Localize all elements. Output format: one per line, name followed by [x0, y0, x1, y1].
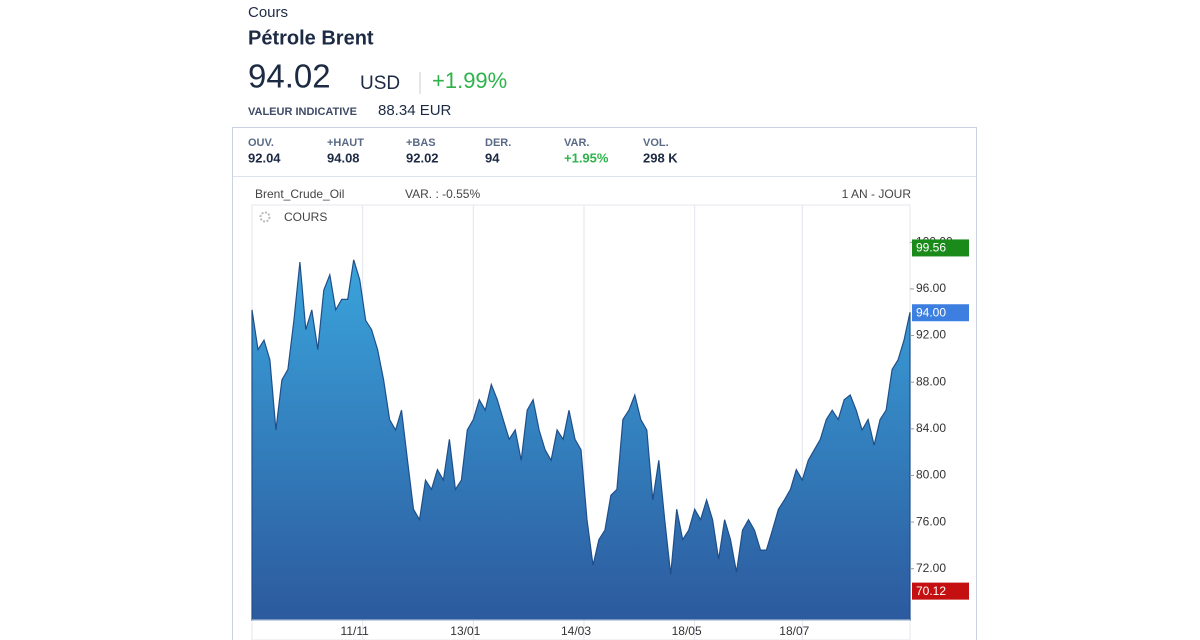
chart-subtitle: VAR. : -0.55%	[405, 187, 480, 201]
currency: USD	[360, 73, 400, 94]
stat-value: 94.08	[327, 150, 360, 165]
y-tick-label: 72.00	[916, 561, 946, 575]
y-tick-label: 96.00	[916, 281, 946, 295]
x-tick-label: 11/11	[341, 624, 370, 638]
y-tick-label: 80.00	[916, 468, 946, 482]
y-tick-label: 88.00	[916, 374, 946, 388]
price: 94.02	[248, 58, 331, 95]
x-tick-label: 18/07	[779, 624, 809, 638]
stat-value: 92.04	[248, 150, 281, 165]
stat-label: VOL.	[643, 137, 669, 149]
chart-title: Brent_Crude_Oil	[255, 187, 344, 201]
category: Cours	[248, 4, 288, 21]
price-badge-label: 94.00	[916, 305, 946, 319]
stat-value: +1.95%	[564, 150, 609, 165]
stat-label: VAR.	[564, 137, 589, 149]
x-tick-label: 14/03	[561, 624, 591, 638]
price-area	[251, 259, 911, 621]
price-badge-label: 70.12	[916, 584, 946, 598]
settings-icon	[259, 211, 271, 223]
stat-label: +HAUT	[327, 137, 364, 149]
price-badge	[912, 239, 969, 257]
y-tick-label: 84.00	[916, 421, 946, 435]
stat-label: DER.	[485, 137, 511, 149]
price-badge	[912, 582, 969, 600]
stat-value: 92.02	[406, 150, 439, 165]
legend-label: COURS	[284, 210, 327, 224]
x-tick-label: 13/01	[450, 624, 480, 638]
x-tick-label: 18/05	[672, 624, 702, 638]
plot: 11/11 13/01 14/03 18/05 18/07 72.00 76.00 80.00…	[251, 204, 969, 640]
y-tick-label: 76.00	[916, 514, 946, 528]
stat-value: 94	[485, 150, 500, 165]
price-badge	[912, 304, 969, 322]
y-tick-label: 92.00	[916, 328, 946, 342]
chart-period: 1 AN - JOUR	[842, 187, 912, 201]
indicative-value: 88.34 EUR	[378, 102, 452, 119]
stat-label: OUV.	[248, 137, 274, 149]
price-badge-label: 99.56	[916, 241, 946, 255]
panel-border	[232, 127, 977, 640]
change: +1.99%	[432, 68, 507, 93]
stat-value: 298 K	[643, 150, 678, 165]
stat-label: +BAS	[406, 137, 436, 149]
indicative-label: VALEUR INDICATIVE	[248, 106, 357, 118]
instrument-name: Pétrole Brent	[248, 27, 374, 49]
